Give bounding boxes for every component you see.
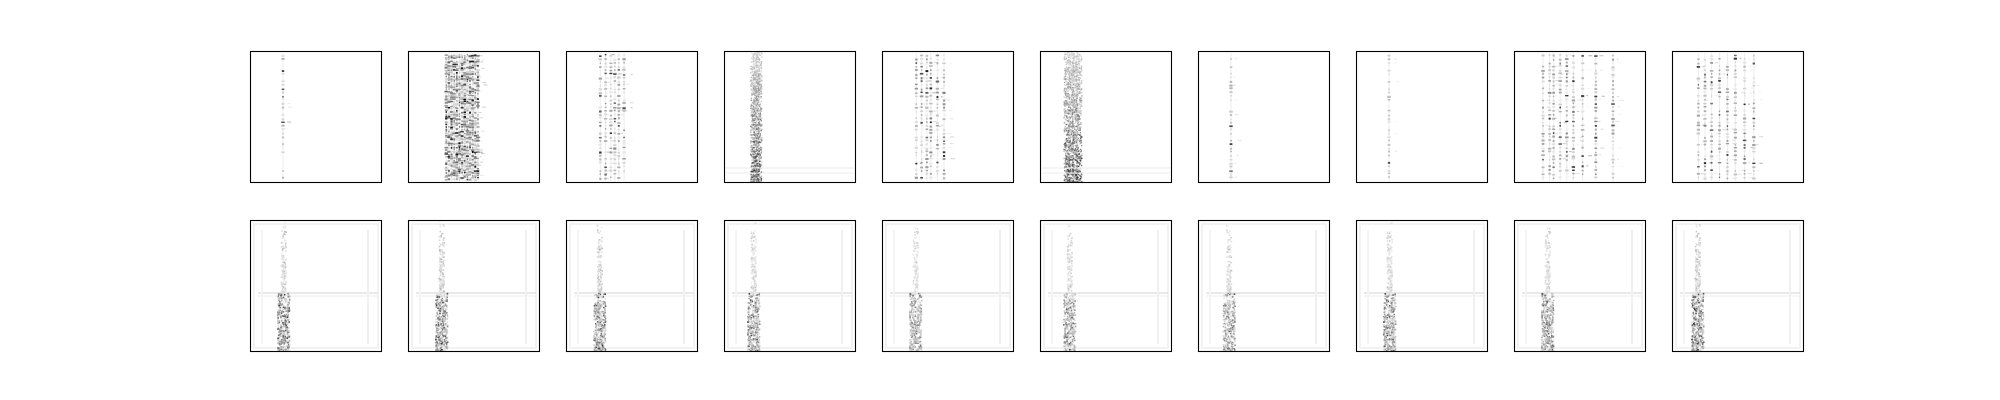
panel-frame xyxy=(1355,219,1489,353)
bottom-row xyxy=(249,219,1805,353)
heatmap-cells xyxy=(724,51,856,183)
top-row-panel-3 xyxy=(565,50,699,184)
heatmap-cells xyxy=(408,220,540,352)
panel-frame xyxy=(1039,219,1173,353)
heatmap-cells xyxy=(1040,51,1172,183)
panel-frame xyxy=(1197,50,1331,184)
panel-frame xyxy=(565,50,699,184)
bottom-row-panel-1 xyxy=(249,219,383,353)
panel-frame xyxy=(1513,50,1647,184)
panel-frame xyxy=(407,219,541,353)
bottom-row-panel-7 xyxy=(1197,219,1331,353)
bottom-row-panel-9 xyxy=(1513,219,1647,353)
top-row-panel-1 xyxy=(249,50,383,184)
panel-frame xyxy=(565,219,699,353)
heatmap-cells xyxy=(250,51,382,183)
heatmap-cells xyxy=(250,220,382,352)
heatmap-cells xyxy=(1198,220,1330,352)
top-row-panel-7 xyxy=(1197,50,1331,184)
heatmap-cells xyxy=(1198,51,1330,183)
top-row-panel-5 xyxy=(881,50,1015,184)
top-row-panel-2 xyxy=(407,50,541,184)
heatmap-cells xyxy=(1514,220,1646,352)
panel-frame xyxy=(723,219,857,353)
heatmap-cells xyxy=(566,220,698,352)
heatmap-cells xyxy=(1672,51,1804,183)
panel-frame xyxy=(881,219,1015,353)
bottom-row-panel-10 xyxy=(1671,219,1805,353)
bottom-row-panel-4 xyxy=(723,219,857,353)
top-row-panel-4 xyxy=(723,50,857,184)
panel-frame xyxy=(723,50,857,184)
top-row-panel-9 xyxy=(1513,50,1647,184)
heatmap-cells xyxy=(1356,51,1488,183)
bottom-row-panel-8 xyxy=(1355,219,1489,353)
heatmap-cells xyxy=(1672,220,1804,352)
heatmap-cells xyxy=(1040,220,1172,352)
heatmap-cells xyxy=(724,220,856,352)
panel-frame xyxy=(1039,50,1173,184)
heatmap-cells xyxy=(1514,51,1646,183)
panel-frame xyxy=(1671,219,1805,353)
panel-frame xyxy=(1671,50,1805,184)
top-row-panel-6 xyxy=(1039,50,1173,184)
panel-frame xyxy=(407,50,541,184)
top-row-panel-10 xyxy=(1671,50,1805,184)
panel-frame xyxy=(1355,50,1489,184)
bottom-row-panel-5 xyxy=(881,219,1015,353)
bottom-row-panel-2 xyxy=(407,219,541,353)
panel-frame xyxy=(881,50,1015,184)
panel-frame xyxy=(1197,219,1331,353)
heatmap-cells xyxy=(882,220,1014,352)
panel-frame xyxy=(249,219,383,353)
top-row-panel-8 xyxy=(1355,50,1489,184)
heatmap-cells xyxy=(882,51,1014,183)
panel-frame xyxy=(249,50,383,184)
heatmap-cells xyxy=(566,51,698,183)
bottom-row-panel-6 xyxy=(1039,219,1173,353)
heatmap-cells xyxy=(408,51,540,183)
panel-frame xyxy=(1513,219,1647,353)
heatmap-cells xyxy=(1356,220,1488,352)
top-row xyxy=(249,50,1805,184)
bottom-row-panel-3 xyxy=(565,219,699,353)
